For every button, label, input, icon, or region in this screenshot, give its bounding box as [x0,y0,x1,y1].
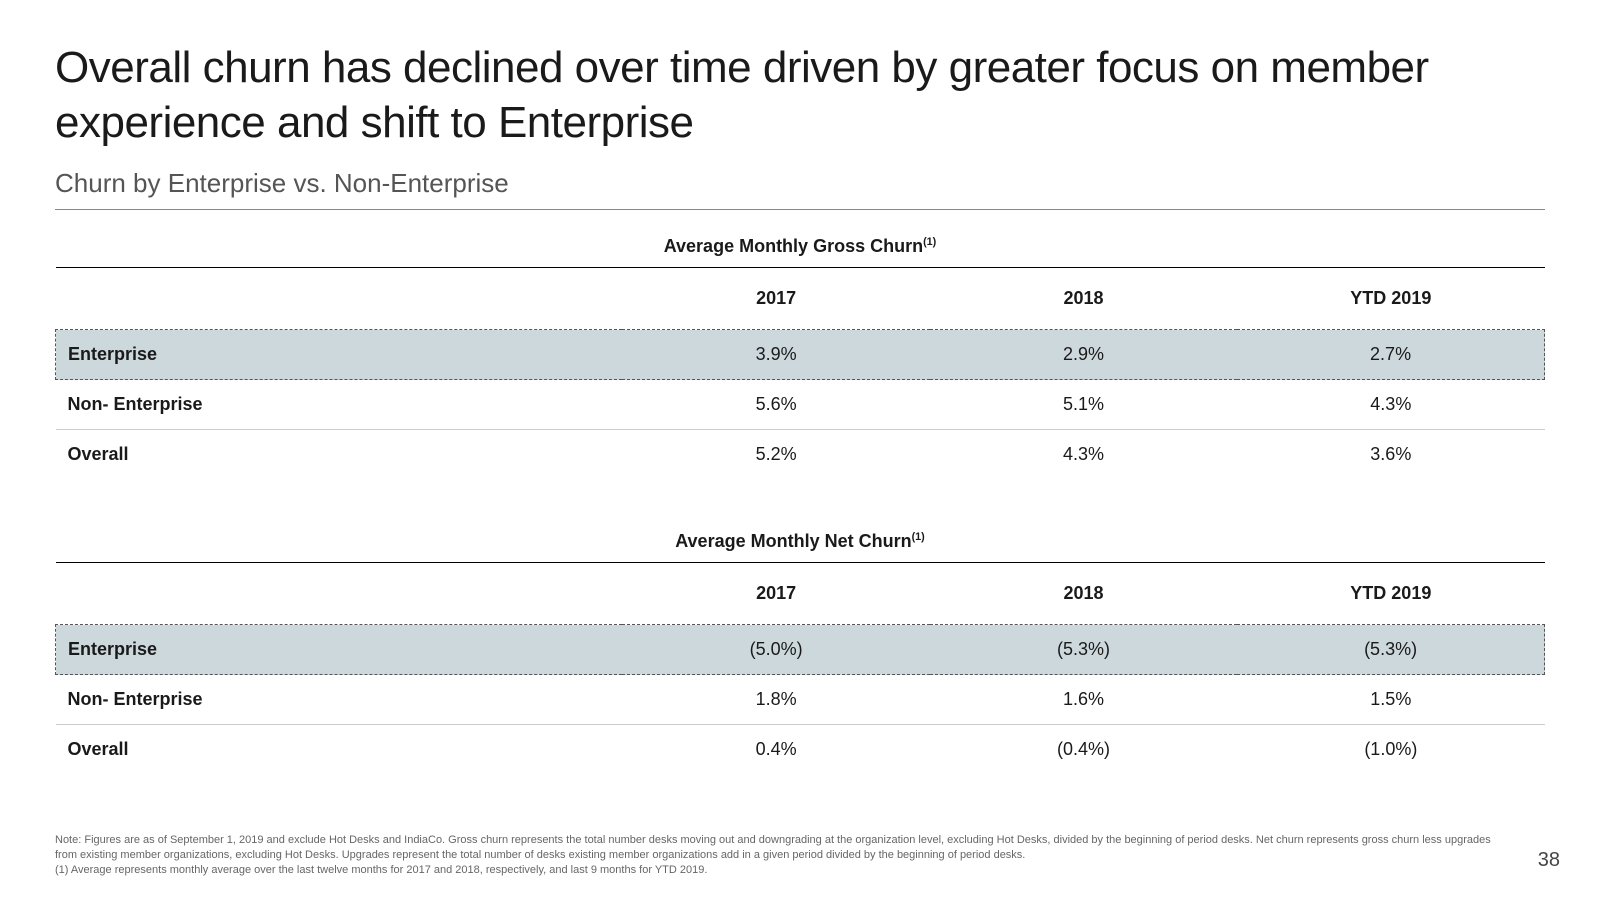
table-row: Enterprise (5.0%) (5.3%) (5.3%) [56,625,1545,675]
gross-year-1: 2018 [930,268,1237,330]
page-number: 38 [1538,849,1560,872]
net-year-row: 2017 2018 YTD 2019 [56,563,1545,625]
cell: 3.9% [622,330,929,380]
slide-subtitle: Churn by Enterprise vs. Non-Enterprise [55,168,1545,199]
cell: 1.6% [930,675,1237,725]
net-churn-heading-row: Average Monthly Net Churn(1) [56,523,1545,563]
cell: 0.4% [622,725,929,775]
slide-title: Overall churn has declined over time dri… [55,40,1545,150]
net-churn-heading-sup: (1) [912,531,925,543]
footnote-line-2: (1) Average represents monthly average o… [55,863,1510,878]
divider [55,209,1545,210]
cell: (5.3%) [930,625,1237,675]
footnote-block: Note: Figures are as of September 1, 201… [55,833,1510,878]
cell: 2.9% [930,330,1237,380]
table-row: Overall 0.4% (0.4%) (1.0%) [56,725,1545,775]
table-row: Enterprise 3.9% 2.9% 2.7% [56,330,1545,380]
table-row: Non- Enterprise 5.6% 5.1% 4.3% [56,380,1545,430]
gross-churn-heading: Average Monthly Gross Churn [664,236,923,256]
row-label: Overall [56,725,623,775]
cell: 5.1% [930,380,1237,430]
cell: 1.8% [622,675,929,725]
cell: (1.0%) [1237,725,1544,775]
row-label: Non- Enterprise [56,675,623,725]
footnote-line-1: Note: Figures are as of September 1, 201… [55,833,1510,863]
cell: 2.7% [1237,330,1544,380]
cell: (0.4%) [930,725,1237,775]
gross-year-row: 2017 2018 YTD 2019 [56,268,1545,330]
net-year-0: 2017 [622,563,929,625]
cell: 3.6% [1237,430,1544,480]
net-churn-heading: Average Monthly Net Churn [675,531,911,551]
cell: 4.3% [930,430,1237,480]
cell: (5.3%) [1237,625,1544,675]
gross-churn-heading-sup: (1) [923,236,936,248]
row-label: Enterprise [56,330,623,380]
net-year-1: 2018 [930,563,1237,625]
gross-year-2: YTD 2019 [1237,268,1544,330]
cell: 4.3% [1237,380,1544,430]
churn-tables: Average Monthly Gross Churn(1) 2017 2018… [55,228,1545,774]
gross-churn-heading-row: Average Monthly Gross Churn(1) [56,228,1545,268]
table-row: Overall 5.2% 4.3% 3.6% [56,430,1545,480]
cell: (5.0%) [622,625,929,675]
net-year-2: YTD 2019 [1237,563,1544,625]
cell: 1.5% [1237,675,1544,725]
row-label: Enterprise [56,625,623,675]
table-row: Non- Enterprise 1.8% 1.6% 1.5% [56,675,1545,725]
cell: 5.6% [622,380,929,430]
row-label: Overall [56,430,623,480]
row-label: Non- Enterprise [56,380,623,430]
gross-year-0: 2017 [622,268,929,330]
cell: 5.2% [622,430,929,480]
